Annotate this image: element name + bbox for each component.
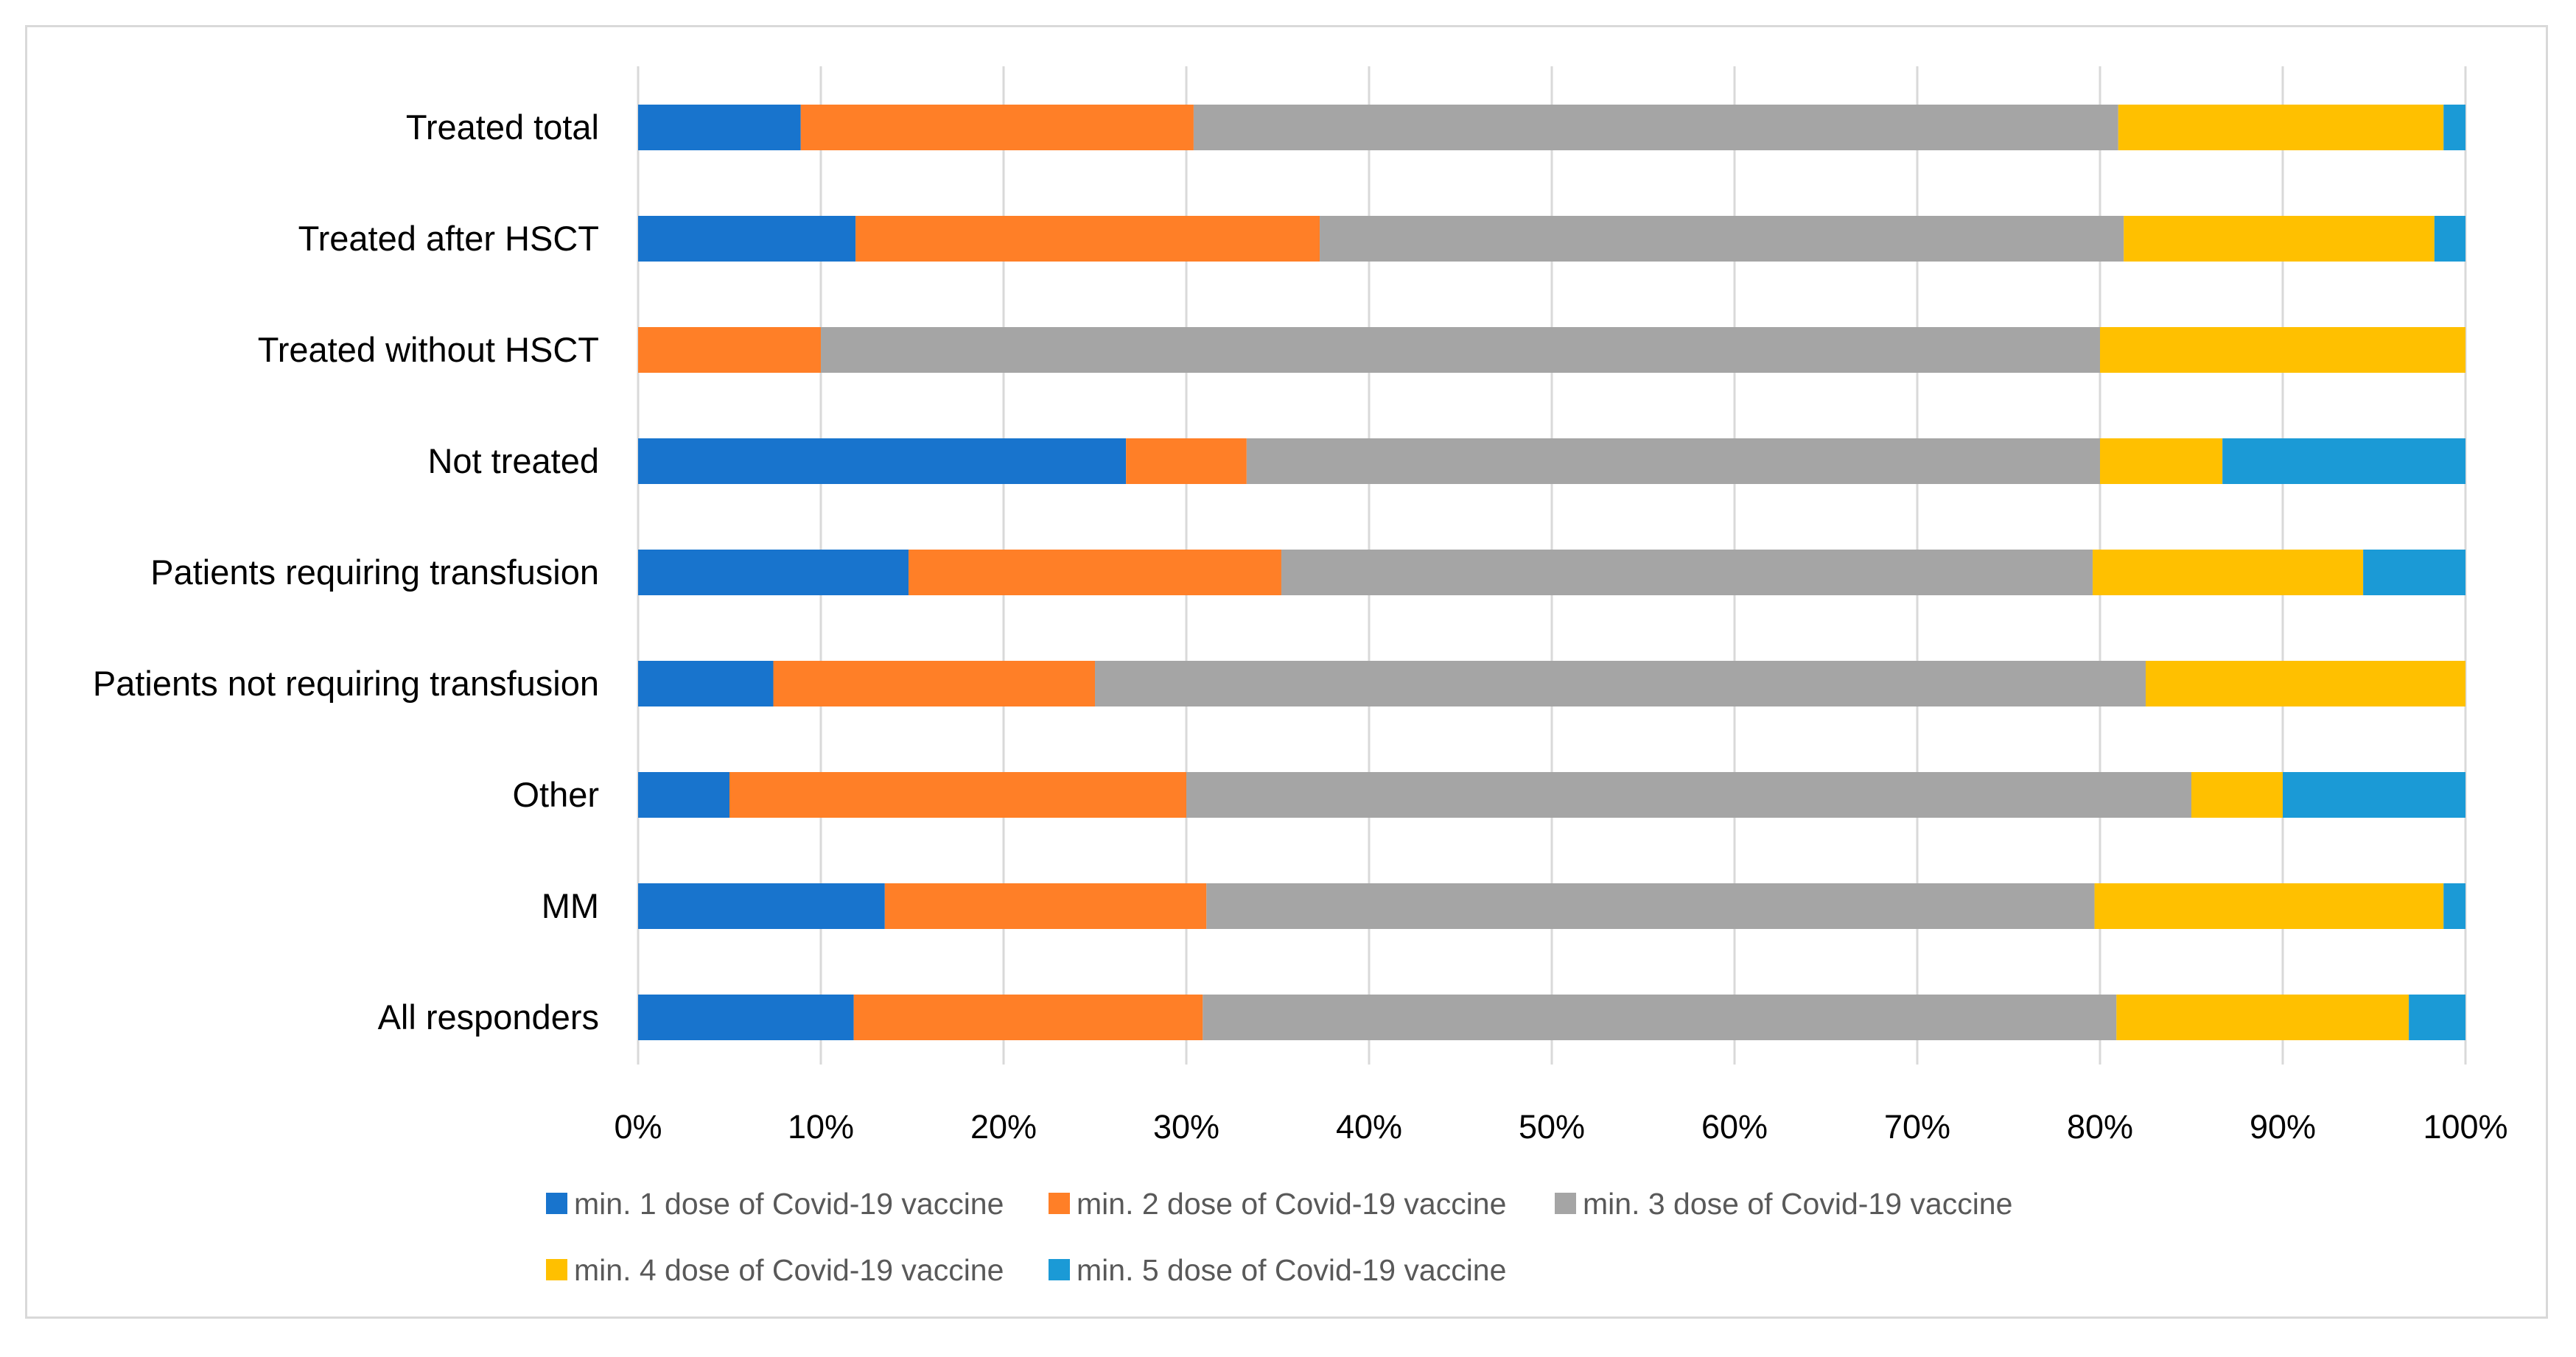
bar-segment: [1281, 550, 2093, 595]
bar-segment: [1246, 438, 2100, 484]
bar-segment: [1126, 438, 1247, 484]
x-tick-label: 80%: [2067, 1108, 2133, 1146]
bar-segment: [638, 438, 1127, 484]
legend-label: min. 2 dose of Covid-19 vaccine: [1077, 1187, 1506, 1221]
bar-segment: [1206, 883, 2095, 929]
x-tick-label: 0%: [614, 1108, 662, 1146]
legend-swatch: [546, 1193, 567, 1214]
category-label: Treated without HSCT: [258, 330, 599, 369]
category-label: Other: [512, 775, 599, 814]
bar-segment: [2283, 772, 2465, 818]
legend-label: min. 3 dose of Covid-19 vaccine: [1583, 1187, 2012, 1221]
bar-segment: [638, 995, 854, 1040]
category-labels: Treated total Treated after HSCT Treated w…: [93, 108, 599, 1037]
bar-segment: [1186, 772, 2191, 818]
legend: min. 1 dose of Covid-19 vaccine min. 2 do…: [546, 1187, 2012, 1287]
category-label: MM: [542, 886, 599, 925]
bar-segment: [2443, 883, 2465, 929]
category-label: Treated after HSCT: [298, 219, 599, 258]
bar-segment: [2363, 550, 2465, 595]
x-tick-label: 30%: [1153, 1108, 1219, 1146]
legend-swatch: [1049, 1193, 1070, 1214]
legend-swatch: [546, 1259, 567, 1280]
bar-segment: [638, 550, 909, 595]
bar-segment: [821, 327, 2100, 373]
bar-segment: [638, 216, 856, 262]
x-tick-label: 10%: [788, 1108, 854, 1146]
bar-segment: [800, 105, 1194, 150]
legend-swatch: [1049, 1259, 1070, 1280]
bar-segment: [638, 661, 774, 706]
bar-segment: [1193, 105, 2118, 150]
bar-segment: [855, 216, 1320, 262]
x-tick-label: 20%: [970, 1108, 1037, 1146]
bar-segment: [909, 550, 1281, 595]
bar-segment: [2146, 661, 2465, 706]
bar-segment: [2222, 438, 2465, 484]
legend-label: min. 1 dose of Covid-19 vaccine: [574, 1187, 1004, 1221]
x-tick-label: 90%: [2250, 1108, 2316, 1146]
bar-segment: [2434, 216, 2465, 262]
bar-segment: [2100, 327, 2465, 373]
legend-swatch: [1555, 1193, 1576, 1214]
x-tick-label: 70%: [1884, 1108, 1950, 1146]
bar-segment: [2094, 883, 2444, 929]
bar-segment: [1320, 216, 2124, 262]
bar-segment: [638, 883, 885, 929]
bar-segment: [638, 772, 729, 818]
category-label: Not treated: [427, 441, 599, 480]
x-tick-label: 40%: [1336, 1108, 1402, 1146]
x-tick-label: 100%: [2423, 1108, 2507, 1146]
bar-segment: [884, 883, 1207, 929]
bar-segment: [2124, 216, 2435, 262]
category-label: Patients requiring transfusion: [150, 553, 599, 592]
category-label: Patients not requiring transfusion: [93, 664, 599, 703]
bar-segment: [773, 661, 1095, 706]
bar-segment: [638, 105, 801, 150]
bar-segment: [729, 772, 1186, 818]
legend-label: min. 4 dose of Covid-19 vaccine: [574, 1253, 1004, 1287]
category-label: Treated total: [406, 108, 599, 147]
bar-segment: [2100, 438, 2223, 484]
x-axis-tick-labels: 0% 10% 20% 30% 40% 50% 60% 70% 80% 90% 100%: [614, 1108, 2507, 1146]
bar-segment: [2443, 105, 2465, 150]
bar-segment: [1203, 995, 2117, 1040]
bar-segment: [2118, 105, 2444, 150]
bar-segment: [1095, 661, 2146, 706]
bar-segment: [638, 327, 821, 373]
x-tick-label: 50%: [1519, 1108, 1585, 1146]
bar-segment: [2093, 550, 2364, 595]
bar-segment: [2409, 995, 2465, 1040]
bar-segment: [2116, 995, 2409, 1040]
bar-segment: [853, 995, 1203, 1040]
bars: [638, 105, 2465, 1040]
category-label: All responders: [378, 997, 599, 1037]
legend-label: min. 5 dose of Covid-19 vaccine: [1077, 1253, 1506, 1287]
bar-segment: [2191, 772, 2283, 818]
x-tick-label: 60%: [1701, 1108, 1768, 1146]
